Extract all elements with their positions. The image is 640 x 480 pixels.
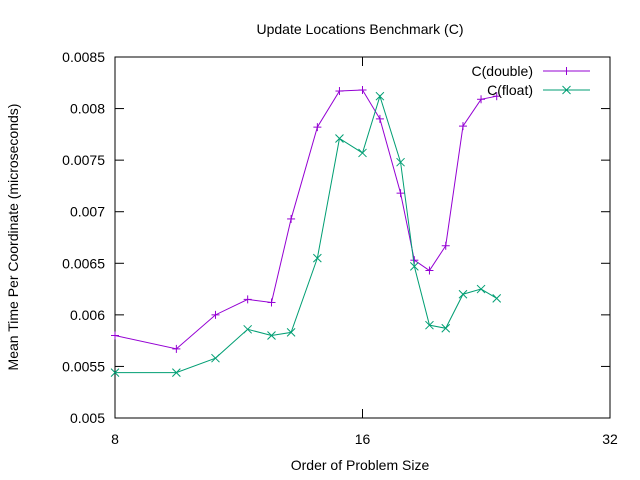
y-tick-label: 0.006 — [70, 307, 105, 323]
y-axis-label: Mean Time Per Coordinate (microseconds) — [5, 104, 21, 371]
data-point — [172, 344, 181, 353]
data-point — [358, 86, 367, 95]
data-point — [267, 331, 276, 340]
series-layer — [110, 86, 502, 377]
data-point — [243, 324, 253, 334]
y-tick-label: 0.007 — [70, 204, 105, 220]
x-tick-label: 8 — [111, 431, 119, 447]
data-point — [396, 189, 405, 198]
data-point — [335, 134, 344, 143]
data-point — [458, 289, 468, 299]
data-point — [111, 331, 119, 340]
legend-marker — [562, 85, 571, 95]
legend-item: C(double) — [472, 63, 590, 79]
data-point — [287, 214, 296, 223]
y-tick-label: 0.0055 — [62, 358, 105, 374]
data-point — [110, 368, 120, 377]
data-point — [375, 114, 384, 123]
legend: C(double) C(float) — [472, 63, 590, 98]
data-point — [243, 295, 252, 304]
y-tick-label: 0.008 — [70, 101, 105, 117]
y-tick-label: 0.0065 — [62, 255, 105, 271]
legend-label: C(double) — [472, 63, 533, 79]
legend-marker — [562, 67, 571, 75]
legend-item: C(float) — [487, 82, 590, 98]
axis-ticks: 0.005 0.0055 0.006 0.0065 0.007 0.0075 0.008 0.… — [62, 49, 618, 447]
data-point — [211, 353, 220, 363]
data-point — [476, 284, 486, 294]
data-point — [267, 298, 276, 307]
x-axis-label: Order of Problem Size — [291, 457, 430, 473]
series-c-float — [110, 91, 502, 377]
data-point — [458, 122, 467, 131]
data-point — [492, 92, 501, 101]
data-point — [375, 91, 385, 101]
data-point — [211, 310, 220, 319]
data-point — [477, 95, 486, 104]
x-tick-label: 32 — [602, 431, 618, 447]
data-point — [396, 157, 405, 167]
y-tick-label: 0.005 — [70, 410, 105, 426]
data-point — [425, 266, 434, 275]
data-point — [313, 253, 322, 263]
data-point — [313, 123, 322, 132]
series-c-double — [111, 86, 501, 353]
data-point — [172, 368, 181, 377]
data-point — [286, 328, 296, 337]
data-point — [358, 148, 367, 158]
y-tick-label: 0.0085 — [62, 49, 105, 65]
data-point — [441, 241, 450, 250]
data-point — [335, 87, 344, 96]
chart-title: Update Locations Benchmark (C) — [257, 21, 464, 37]
data-point — [425, 320, 434, 330]
data-point — [409, 262, 419, 271]
data-point — [441, 323, 451, 333]
y-tick-label: 0.0075 — [62, 152, 105, 168]
legend-label: C(float) — [487, 82, 533, 98]
x-tick-label: 16 — [355, 431, 371, 447]
data-point — [492, 294, 502, 303]
